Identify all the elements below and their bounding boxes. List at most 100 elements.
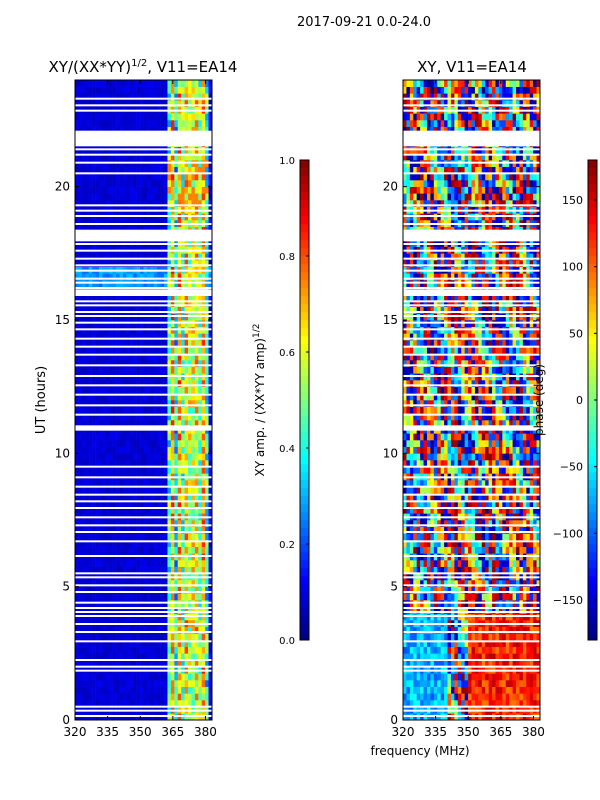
amplitude-heatmap-cell — [174, 180, 179, 187]
amplitude-heatmap-cell — [81, 420, 86, 427]
amplitude-heatmap-cell — [181, 653, 185, 661]
amplitude-heatmap-cell — [133, 446, 137, 454]
amplitude-heatmap-cell — [92, 493, 96, 501]
amplitude-heatmap-cell — [136, 386, 141, 394]
phase-heatmap-cell — [433, 640, 438, 647]
phase-heatmap-cell — [440, 586, 445, 594]
amplitude-heatmap-cell — [174, 460, 179, 467]
phase-heatmap-cell — [509, 586, 513, 594]
amplitude-heatmap-cell — [88, 120, 93, 127]
amplitude-heatmap-cell — [184, 493, 189, 501]
amplitude-heatmap-cell — [102, 333, 107, 341]
amplitude-heatmap-cell — [174, 526, 179, 534]
phase-heatmap-cell — [519, 660, 524, 667]
amplitude-heatmap-cell — [198, 580, 203, 587]
amplitude-heatmap-cell — [133, 626, 137, 634]
amplitude-heatmap-cell — [78, 273, 83, 281]
amplitude-heatmap-cell — [205, 273, 209, 281]
amplitude-heatmap-cell — [170, 633, 175, 641]
amplitude-heatmap-cell — [174, 413, 179, 421]
amplitude-heatmap-cell — [75, 93, 79, 101]
amplitude-heatmap-cell — [122, 273, 127, 281]
amplitude-heatmap-cell — [143, 346, 148, 354]
phase-heatmap-cell — [444, 593, 448, 601]
amplitude-heatmap-cell — [140, 126, 144, 134]
amplitude-heatmap-cell — [146, 680, 151, 687]
amplitude-heatmap-cell — [160, 393, 165, 401]
amplitude-heatmap-cell — [184, 186, 189, 194]
amplitude-heatmap-cell — [129, 500, 134, 507]
phase-heatmap-cell — [426, 560, 431, 567]
amplitude-gap-line — [75, 345, 212, 348]
amplitude-heatmap-cell — [102, 500, 107, 507]
amplitude-heatmap-cell — [194, 340, 199, 347]
amplitude-heatmap-cell — [198, 400, 203, 407]
amplitude-heatmap-cell — [157, 486, 161, 494]
amplitude-heatmap-cell — [88, 186, 93, 194]
phase-heatmap-cell — [492, 700, 496, 707]
amplitude-heatmap-cell — [201, 566, 206, 574]
amplitude-heatmap-cell — [136, 406, 141, 414]
amplitude-heatmap-cell — [112, 440, 117, 447]
phase-heatmap-cell — [468, 700, 472, 707]
amplitude-heatmap-cell — [98, 506, 103, 514]
phase-heatmap-cell — [533, 686, 537, 694]
amplitude-heatmap-cell — [188, 580, 192, 587]
amplitude-heatmap-cell — [122, 366, 127, 374]
amplitude-heatmap-cell — [174, 340, 179, 347]
amplitude-heatmap-cell — [81, 260, 86, 267]
amplitude-heatmap-cell — [194, 586, 199, 594]
amplitude-heatmap-cell — [184, 646, 189, 654]
amplitude-heatmap-cell — [153, 466, 158, 474]
amplitude-heatmap-cell — [75, 566, 79, 574]
phase-heatmap-cell — [447, 626, 452, 634]
amplitude-heatmap-cell — [208, 646, 213, 654]
amplitude-heatmap-cell — [201, 306, 206, 314]
amplitude-heatmap-cell — [208, 593, 213, 601]
phase-heatmap-cell — [509, 693, 513, 701]
amplitude-heatmap-cell — [181, 380, 185, 387]
phase-heatmap-cell — [509, 606, 513, 614]
amplitude-heatmap-cell — [167, 606, 172, 614]
amplitude-heatmap-cell — [92, 113, 96, 121]
phase-heatmap-cell — [406, 580, 411, 587]
amplitude-heatmap-cell — [208, 333, 213, 341]
amplitude-heatmap-cell — [191, 526, 196, 534]
phase-heatmap-cell — [478, 593, 483, 601]
amplitude-heatmap-cell — [98, 440, 103, 447]
amplitude-heatmap-cell — [188, 253, 192, 261]
phase-heatmap-cell — [457, 640, 462, 647]
phase-heatmap-cell — [485, 686, 489, 694]
amplitude-heatmap-cell — [102, 200, 107, 207]
amplitude-heatmap-cell — [184, 126, 189, 134]
amplitude-heatmap-cell — [201, 480, 206, 487]
amplitude-heatmap-cell — [109, 120, 113, 127]
amplitude-heatmap-cell — [194, 446, 199, 454]
amplitude-heatmap-cell — [78, 260, 83, 267]
amplitude-heatmap-cell — [98, 360, 103, 367]
amplitude-title-sup: 1/2 — [131, 58, 147, 69]
phase-heatmap-cell — [481, 586, 486, 594]
amplitude-heatmap-cell — [133, 393, 137, 401]
amplitude-heatmap-cell — [205, 673, 209, 681]
amplitude-heatmap-cell — [198, 653, 203, 661]
amplitude-heatmap-cell — [136, 273, 141, 281]
phase-heatmap-cell — [457, 633, 462, 641]
amplitude-heatmap-cell — [102, 540, 107, 547]
amplitude-heatmap-cell — [181, 606, 185, 614]
phase-heatmap-cell — [461, 646, 465, 654]
amplitude-heatmap-cell — [184, 440, 189, 447]
amplitude-heatmap-cell — [170, 340, 175, 347]
amplitude-heatmap-cell — [116, 646, 120, 654]
phase-heatmap-cell — [509, 626, 513, 634]
amplitude-heatmap-cell — [81, 126, 86, 134]
amplitude-heatmap-cell — [208, 340, 213, 347]
amplitude-heatmap-cell — [75, 293, 79, 301]
amplitude-heatmap-cell — [146, 580, 151, 587]
amplitude-heatmap-cell — [143, 440, 148, 447]
amplitude-heatmap-cell — [95, 340, 100, 347]
amplitude-heatmap-cell — [150, 306, 155, 314]
amplitude-heatmap-cell — [198, 480, 203, 487]
amplitude-heatmap-cell — [164, 493, 168, 501]
amplitude-heatmap-cell — [140, 566, 144, 574]
